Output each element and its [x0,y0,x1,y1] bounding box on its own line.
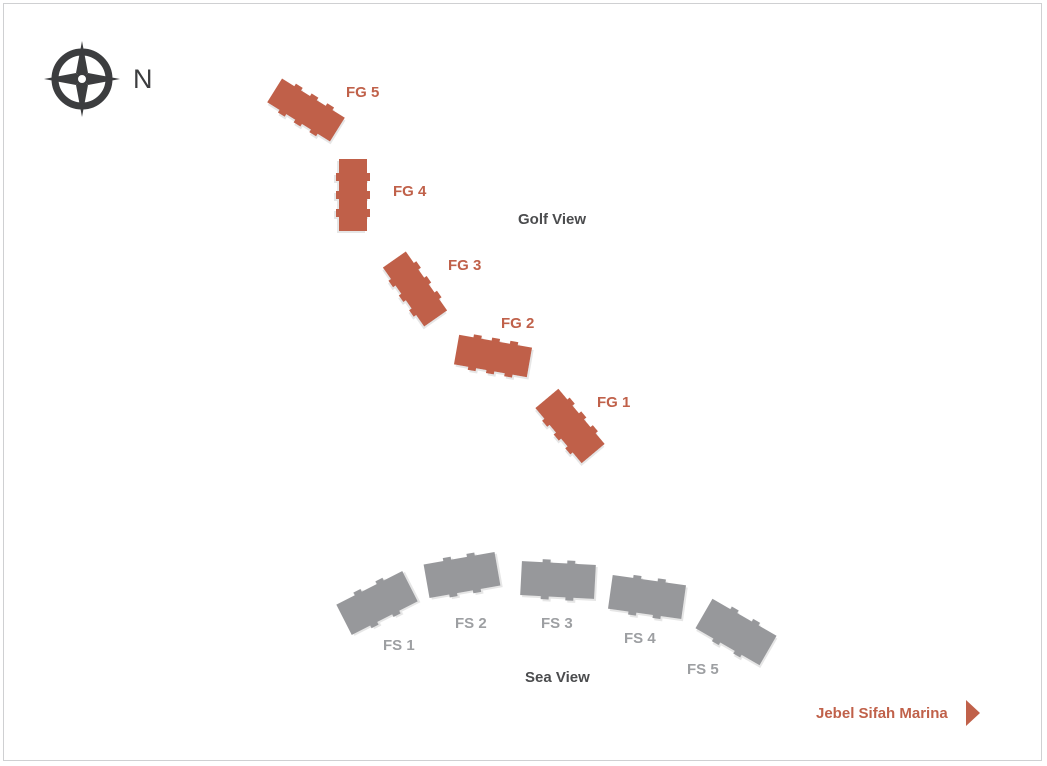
building-fg2[interactable] [453,332,533,380]
golf-view-label: Golf View [518,211,587,228]
building-fg3[interactable] [380,250,449,328]
marina-link-label: Jebel Sifah Marina [816,704,948,722]
building-fs1[interactable] [335,568,419,637]
site-plan-frame [3,3,1042,761]
arrow-right-icon [965,700,980,726]
building-label-fs1: FS 1 [383,637,415,654]
building-label-fg4: FG 4 [393,183,427,200]
building-fs5[interactable] [694,596,778,668]
building-fs2[interactable] [423,549,501,601]
building-label-fg5: FG 5 [346,84,380,101]
building-fg4[interactable] [336,159,370,231]
building-fs3[interactable] [520,558,596,602]
building-fg5[interactable] [266,76,347,144]
building-label-fg3: FG 3 [448,257,482,274]
sea-view-label: Sea View [525,669,590,686]
jebel-sifah-marina-link[interactable]: Jebel Sifah Marina [816,700,980,726]
north-label: N [133,64,153,94]
building-label-fs3: FS 3 [541,615,573,632]
building-label-fs4: FS 4 [624,630,656,647]
building-label-fg2: FG 2 [501,315,535,332]
building-label-fg1: FG 1 [597,394,631,411]
building-fs4[interactable] [607,572,687,622]
building-label-fs2: FS 2 [455,615,487,632]
compass-icon [44,41,120,117]
building-label-fs5: FS 5 [687,661,719,678]
building-fg1[interactable] [533,387,607,465]
